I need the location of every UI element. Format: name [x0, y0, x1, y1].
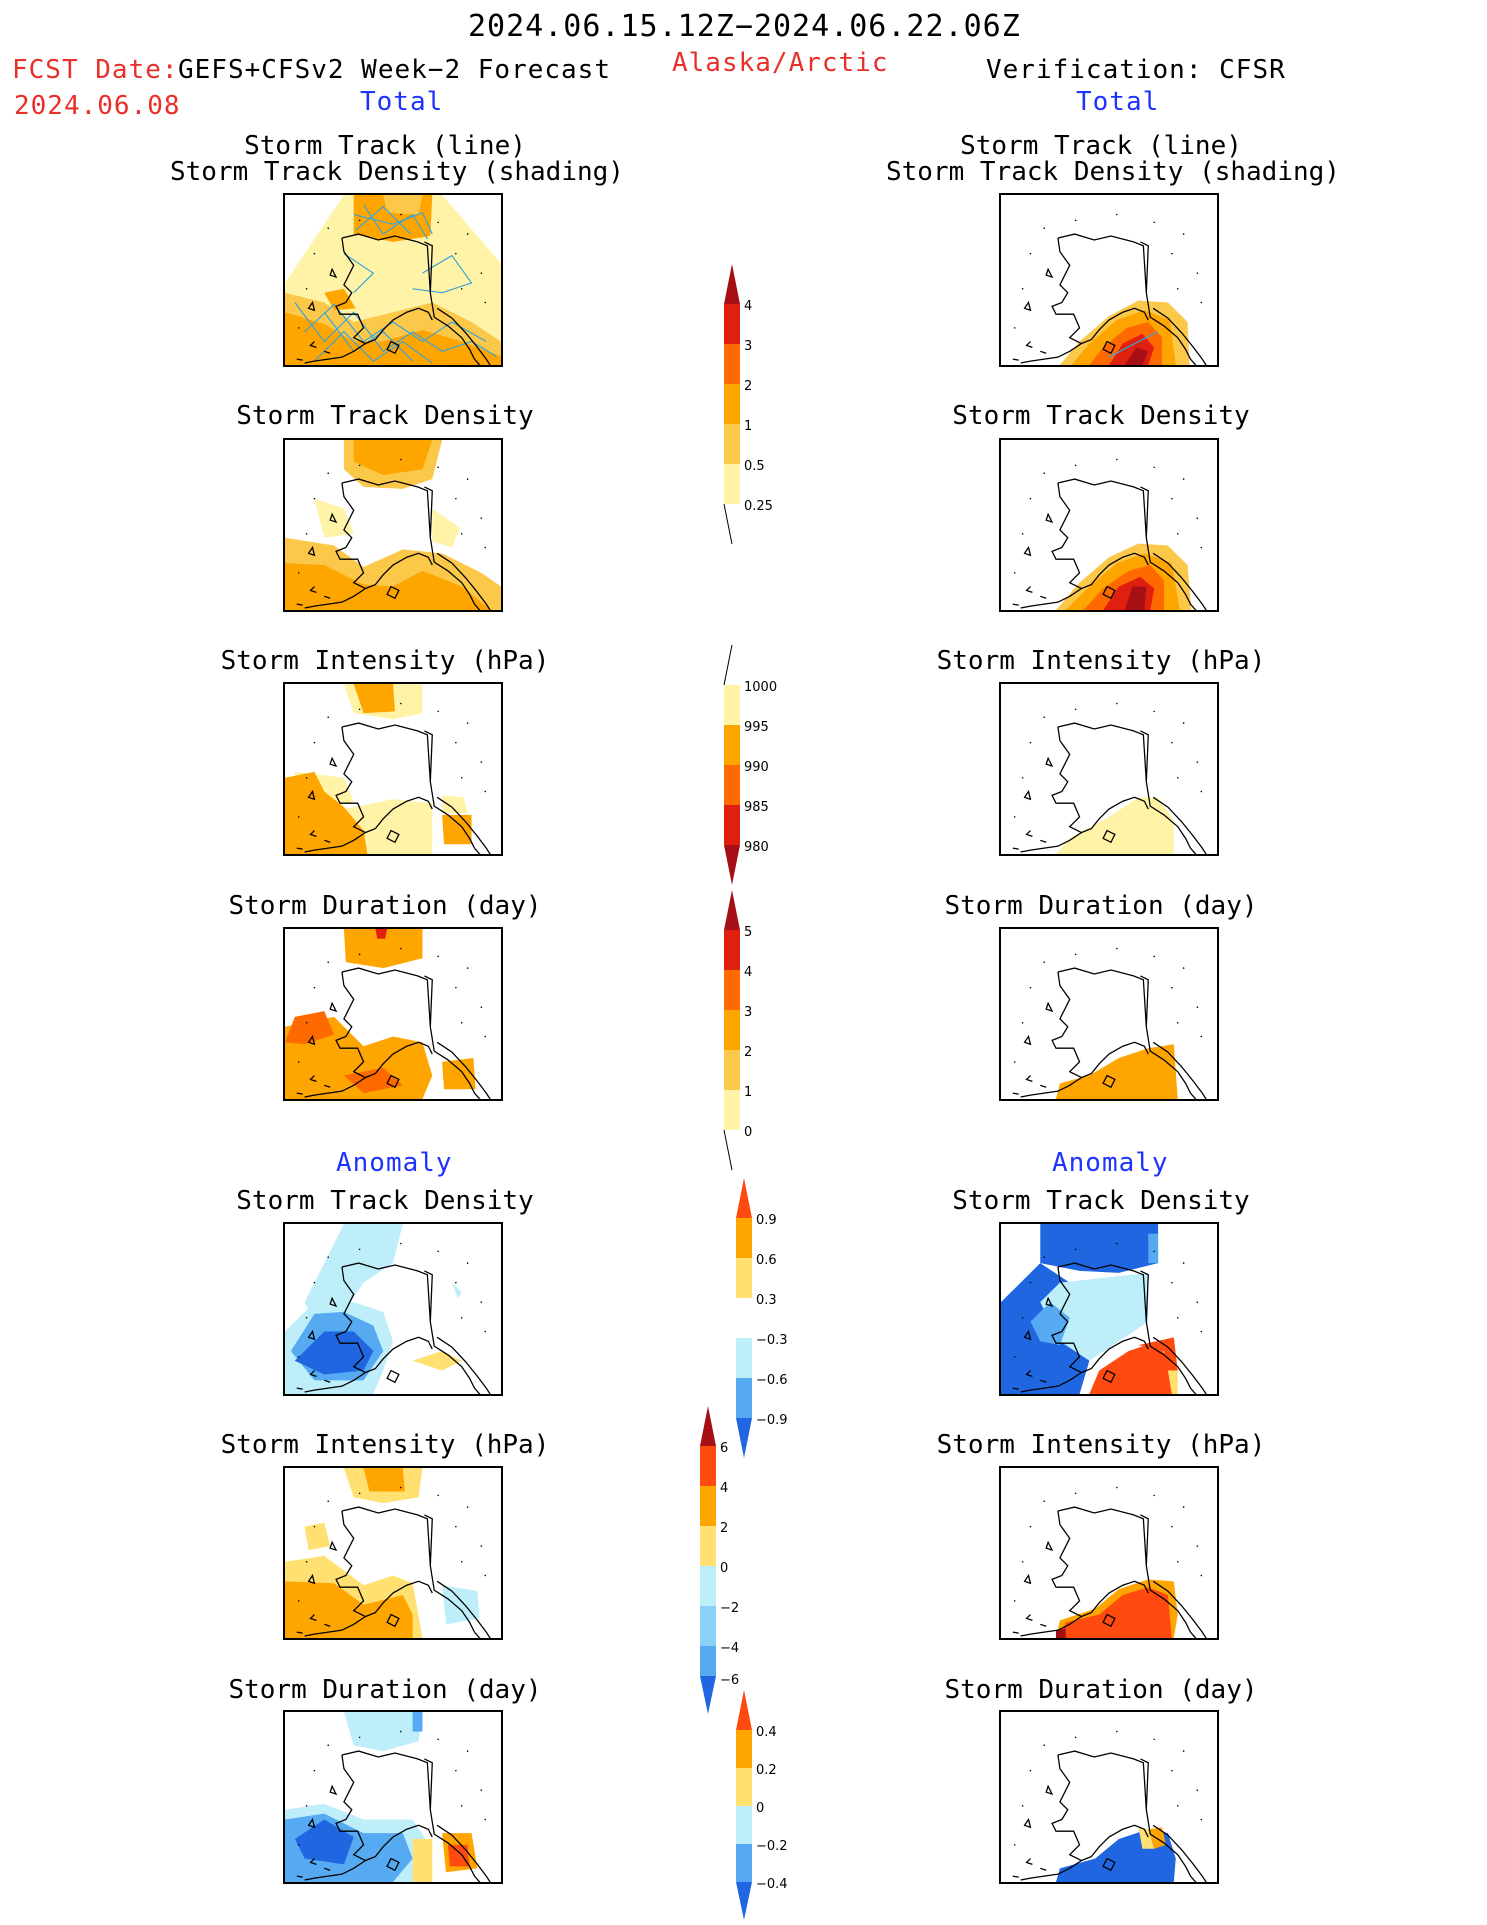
- density-colorbar: 4 3 2 1 0.5 0.25: [723, 264, 773, 545]
- duration-tick-4: 4: [744, 965, 752, 980]
- r5-title: Storm Track Density: [952, 1186, 1250, 1216]
- density-tick-2: 2: [744, 379, 752, 394]
- anomaly-left-label: Anomaly: [336, 1148, 453, 1178]
- total-right-label: Total: [1076, 87, 1160, 117]
- r4-title: Storm Duration (day): [944, 891, 1258, 921]
- forecast-storm-intensity-map: [283, 682, 503, 856]
- anom-density-tick-0.3: 0.3: [756, 1293, 777, 1308]
- density-tick-3: 3: [744, 339, 752, 354]
- l1-title2: Storm Track Density (shading): [170, 157, 624, 187]
- l6-title: Storm Intensity (hPa): [220, 1430, 550, 1460]
- anom-duration-tick-0.2: 0.2: [756, 1763, 777, 1778]
- anom-duration-tick-0: 0: [756, 1801, 764, 1816]
- forecast-density-anomaly-map: [283, 1222, 503, 1396]
- anom-duration-tick-0.4: 0.4: [756, 1725, 777, 1740]
- density-tick-0.25: 0.25: [744, 499, 773, 514]
- density-tick-1: 1: [744, 419, 752, 434]
- anom-density-tick-0.6: 0.6: [756, 1253, 777, 1268]
- intensity-colorbar: 1000 995 990 985 980: [723, 645, 777, 885]
- anom-density-tick-neg0.3: −0.3: [756, 1333, 788, 1348]
- verification-duration-anomaly-map: [999, 1710, 1219, 1884]
- verification-track-density-map: [999, 193, 1219, 367]
- fcst-model: GEFS+CFSv2 Week−2 Forecast: [178, 55, 611, 85]
- forecast-intensity-anomaly-map: [283, 1466, 503, 1640]
- anom-density-tick-neg0.9: −0.9: [756, 1413, 788, 1428]
- r1-title1: Storm Track (line): [960, 131, 1242, 161]
- anom-duration-tick-neg0.4: −0.4: [756, 1877, 788, 1892]
- intensity-tick-990: 990: [744, 760, 769, 775]
- fcst-date-label: FCST Date:: [12, 55, 179, 85]
- duration-tick-3: 3: [744, 1005, 752, 1020]
- duration-tick-5: 5: [744, 925, 752, 940]
- forecast-storm-duration-map: [283, 927, 503, 1101]
- forecast-track-density-map: [283, 193, 503, 367]
- l3-title: Storm Intensity (hPa): [220, 646, 550, 676]
- r7-title: Storm Duration (day): [944, 1675, 1258, 1705]
- l5-title: Storm Track Density: [236, 1186, 534, 1216]
- duration-tick-2: 2: [744, 1045, 752, 1060]
- r2-title: Storm Track Density: [952, 401, 1250, 431]
- l4-title: Storm Duration (day): [228, 891, 542, 921]
- anom-duration-tick-neg0.2: −0.2: [756, 1839, 788, 1854]
- anom-density-tick-0.9: 0.9: [756, 1213, 777, 1228]
- anom-intensity-tick-6: 6: [720, 1441, 728, 1456]
- verification-storm-intensity-map: [999, 682, 1219, 856]
- anom-intensity-tick-4: 4: [720, 1481, 728, 1496]
- period-title: 2024.06.15.12Z−2024.06.22.06Z: [468, 9, 1021, 44]
- anomaly-density-colorbar: 0.9 0.6 0.3 −0.3 −0.6 −0.9: [736, 1178, 788, 1458]
- intensity-tick-985: 985: [744, 800, 769, 815]
- verification-storm-duration-map: [999, 927, 1219, 1101]
- density-tick-4: 4: [744, 299, 752, 314]
- forecast-duration-anomaly-map: [283, 1710, 503, 1884]
- verification-intensity-anomaly-map: [999, 1466, 1219, 1640]
- duration-tick-1: 1: [744, 1085, 752, 1100]
- anom-intensity-tick-neg6: −6: [720, 1673, 739, 1688]
- anom-density-tick-neg0.6: −0.6: [756, 1373, 788, 1388]
- fcst-date: 2024.06.08: [14, 91, 181, 121]
- l1-title1: Storm Track (line): [244, 131, 526, 161]
- duration-tick-0: 0: [744, 1125, 752, 1140]
- anom-intensity-tick-neg4: −4: [720, 1641, 739, 1656]
- total-left-label: Total: [360, 87, 444, 117]
- region-label: Alaska/Arctic: [672, 48, 889, 78]
- duration-colorbar: 5 4 3 2 1 0: [723, 890, 752, 1171]
- intensity-tick-980: 980: [744, 840, 769, 855]
- anom-intensity-tick-0: 0: [720, 1561, 728, 1576]
- density-tick-0.5: 0.5: [744, 459, 765, 474]
- verification-density-anomaly-map: [999, 1222, 1219, 1396]
- anom-intensity-tick-neg2: −2: [720, 1601, 739, 1616]
- anomaly-duration-colorbar: 0.4 0.2 0 −0.2 −0.4: [736, 1690, 788, 1920]
- anomaly-intensity-colorbar: 6 4 2 0 −2 −4 −6: [700, 1406, 739, 1714]
- intensity-tick-1000: 1000: [744, 680, 777, 695]
- intensity-tick-995: 995: [744, 720, 769, 735]
- l7-title: Storm Duration (day): [228, 1675, 542, 1705]
- r6-title: Storm Intensity (hPa): [936, 1430, 1266, 1460]
- forecast-storm-track-density-map: [283, 438, 503, 612]
- l2-title: Storm Track Density: [236, 401, 534, 431]
- r1-title2: Storm Track Density (shading): [886, 157, 1340, 187]
- r3-title: Storm Intensity (hPa): [936, 646, 1266, 676]
- verification-label: Verification: CFSR: [986, 55, 1286, 85]
- anom-intensity-tick-2: 2: [720, 1521, 728, 1536]
- verification-storm-track-density-map: [999, 438, 1219, 612]
- anomaly-right-label: Anomaly: [1052, 1148, 1169, 1178]
